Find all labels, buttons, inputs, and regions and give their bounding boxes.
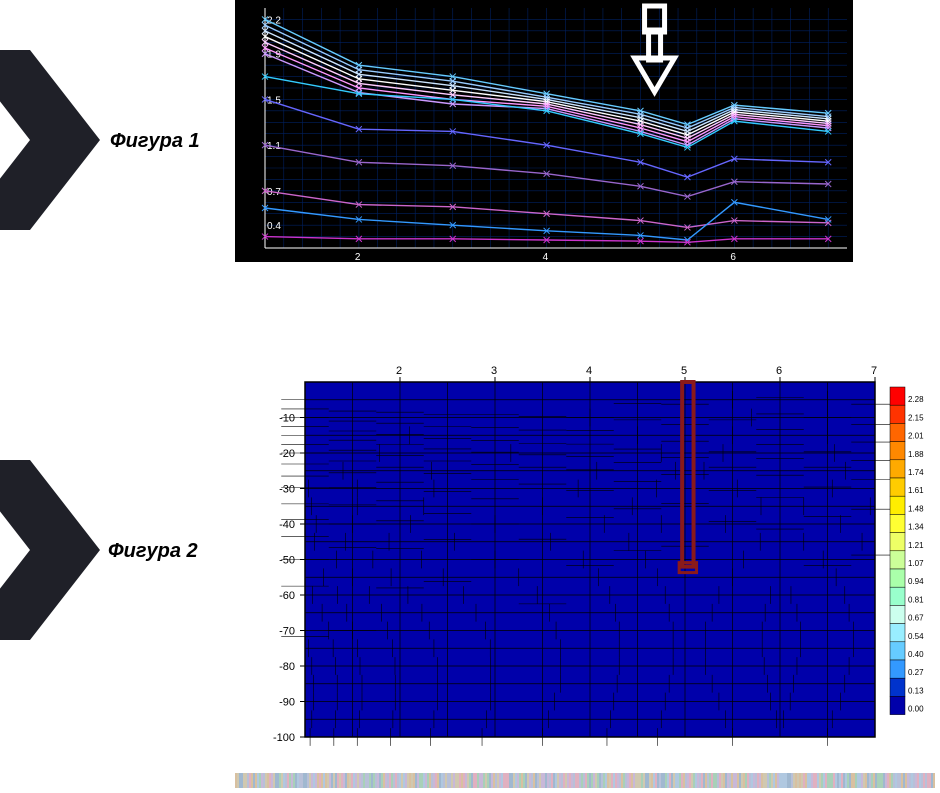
svg-text:1.07: 1.07 <box>908 559 924 568</box>
svg-text:1.34: 1.34 <box>908 523 924 532</box>
svg-text:6: 6 <box>730 252 736 262</box>
svg-text:1.61: 1.61 <box>908 486 924 495</box>
svg-text:-20: -20 <box>279 448 295 460</box>
svg-text:0.40: 0.40 <box>908 650 924 659</box>
svg-text:7: 7 <box>871 365 877 377</box>
svg-text:0.54: 0.54 <box>908 632 924 641</box>
svg-text:-90: -90 <box>279 697 295 709</box>
svg-text:0.27: 0.27 <box>908 668 924 677</box>
arrow-shape <box>0 50 100 230</box>
svg-text:3: 3 <box>491 365 497 377</box>
svg-text:1.74: 1.74 <box>908 468 924 477</box>
svg-text:1.21: 1.21 <box>908 541 924 550</box>
svg-text:2.01: 2.01 <box>908 432 924 441</box>
svg-text:-70: -70 <box>279 626 295 638</box>
svg-text:2.28: 2.28 <box>908 395 924 404</box>
svg-text:-40: -40 <box>279 519 295 531</box>
line-chart: 0.40.71.11.51.92.2246 <box>235 0 853 262</box>
svg-text:0.4: 0.4 <box>267 221 281 232</box>
svg-text:4: 4 <box>586 365 592 377</box>
arrow-shape <box>0 460 100 640</box>
svg-text:1.48: 1.48 <box>908 504 924 513</box>
figure-2-label: Фигура 2 <box>108 540 198 563</box>
svg-text:2.15: 2.15 <box>908 413 924 422</box>
section-marker-1 <box>0 50 100 230</box>
svg-text:2: 2 <box>355 252 361 262</box>
svg-text:-80: -80 <box>279 661 295 673</box>
svg-text:-60: -60 <box>279 590 295 602</box>
svg-text:4: 4 <box>543 252 549 262</box>
svg-text:0.67: 0.67 <box>908 614 924 623</box>
svg-text:-10: -10 <box>279 413 295 425</box>
svg-text:6: 6 <box>776 365 782 377</box>
svg-text:-30: -30 <box>279 484 295 496</box>
figure-1-label: Фигура 1 <box>110 130 200 153</box>
svg-text:-50: -50 <box>279 555 295 567</box>
svg-text:1.88: 1.88 <box>908 450 924 459</box>
svg-text:0.81: 0.81 <box>908 595 924 604</box>
svg-text:0.13: 0.13 <box>908 686 924 695</box>
noise-strip <box>235 773 935 788</box>
contour-chart: 2 3 4 5 6 7 -10 -20 -30 -40 -50 -60 -70 -80 -90 -100 2.2… <box>235 352 935 747</box>
svg-text:0.00: 0.00 <box>908 705 924 714</box>
svg-text:2: 2 <box>396 365 402 377</box>
svg-text:0.94: 0.94 <box>908 577 924 586</box>
svg-text:5: 5 <box>681 365 687 377</box>
svg-text:-100: -100 <box>273 732 295 744</box>
section-marker-2 <box>0 460 100 640</box>
